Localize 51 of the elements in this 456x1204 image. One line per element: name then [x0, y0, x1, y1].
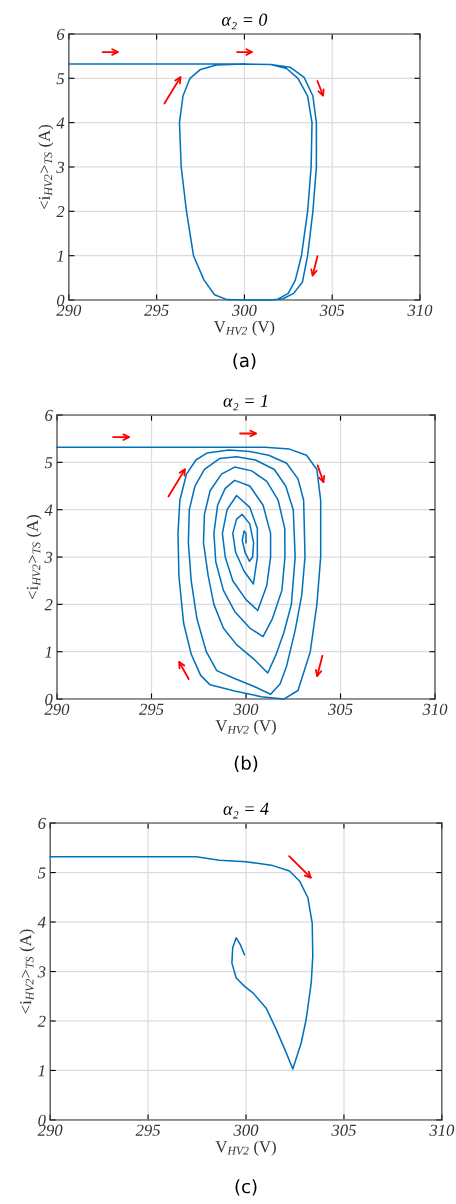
y-tick-label: 0 [45, 693, 53, 705]
y-tick-label: 4 [44, 504, 53, 516]
x-tick-label: 300 [231, 304, 257, 316]
line-series [49, 855, 314, 1070]
y-tick-label: 4 [56, 117, 65, 129]
y-tick-label: 3 [44, 551, 53, 563]
x-tick-label: 290 [37, 1124, 63, 1136]
x-tick-label: 290 [56, 304, 82, 316]
text: (a) [233, 353, 256, 370]
x-tick-label: 305 [319, 304, 345, 316]
x-tick-label: 305 [327, 703, 353, 715]
x-tick-label: 295 [139, 703, 164, 715]
y-tick-label: 2 [44, 599, 53, 611]
y-tick-label: 1 [45, 646, 52, 658]
y-tick-label: 5 [56, 73, 65, 85]
line-series [68, 63, 318, 301]
x-tick-label: 300 [233, 703, 259, 715]
x-tick-label: 310 [407, 304, 433, 316]
y-axis-title: <i$_{HV2}$>$_{TS}$ (A) [26, 515, 42, 599]
y-tick-label: 1 [56, 250, 63, 262]
y-tick-label: 6 [57, 28, 65, 40]
y-tick-label: 0 [57, 294, 65, 306]
line-series [56, 446, 322, 700]
chart-title: α₂ = 1 [223, 394, 268, 411]
y-tick-label: 6 [38, 817, 46, 829]
y-tick-label: 4 [37, 916, 46, 928]
chart-title: α₂ = 0 [221, 13, 268, 30]
x-tick-label: 300 [233, 1124, 259, 1136]
y-tick-label: 3 [37, 966, 46, 978]
x-tick-label: 295 [144, 304, 169, 316]
y-tick-label: 2 [56, 206, 65, 218]
y-tick-label: 5 [37, 867, 46, 879]
y-tick-label: 6 [45, 409, 53, 421]
y-tick-label: 1 [38, 1065, 45, 1077]
y-tick-label: 2 [37, 1015, 46, 1027]
y-tick-label: 3 [56, 161, 65, 173]
text: (b) [234, 755, 258, 772]
chart-title: α₂ = 4 [223, 802, 269, 819]
x-tick-label: 295 [135, 1124, 161, 1136]
y-tick-label: 0 [38, 1114, 46, 1126]
y-tick-label: 5 [44, 457, 53, 469]
x-tick-label: 290 [44, 703, 70, 715]
x-axis-title: V$_{HV2}$ (V) [215, 719, 276, 735]
y-axis-title: <i$_{HV2}$>$_{TS}$ (A) [19, 929, 35, 1014]
x-tick-label: 310 [429, 1124, 455, 1136]
text: (c) [235, 1179, 257, 1196]
x-axis-title: V$_{HV2}$ (V) [215, 1140, 276, 1156]
x-tick-label: 305 [331, 1124, 356, 1136]
y-axis-title: <i$_{HV2}$>$_{TS}$ (A) [38, 125, 54, 209]
x-tick-label: 310 [422, 703, 448, 715]
x-axis-title: V$_{HV2}$ (V) [213, 320, 275, 336]
